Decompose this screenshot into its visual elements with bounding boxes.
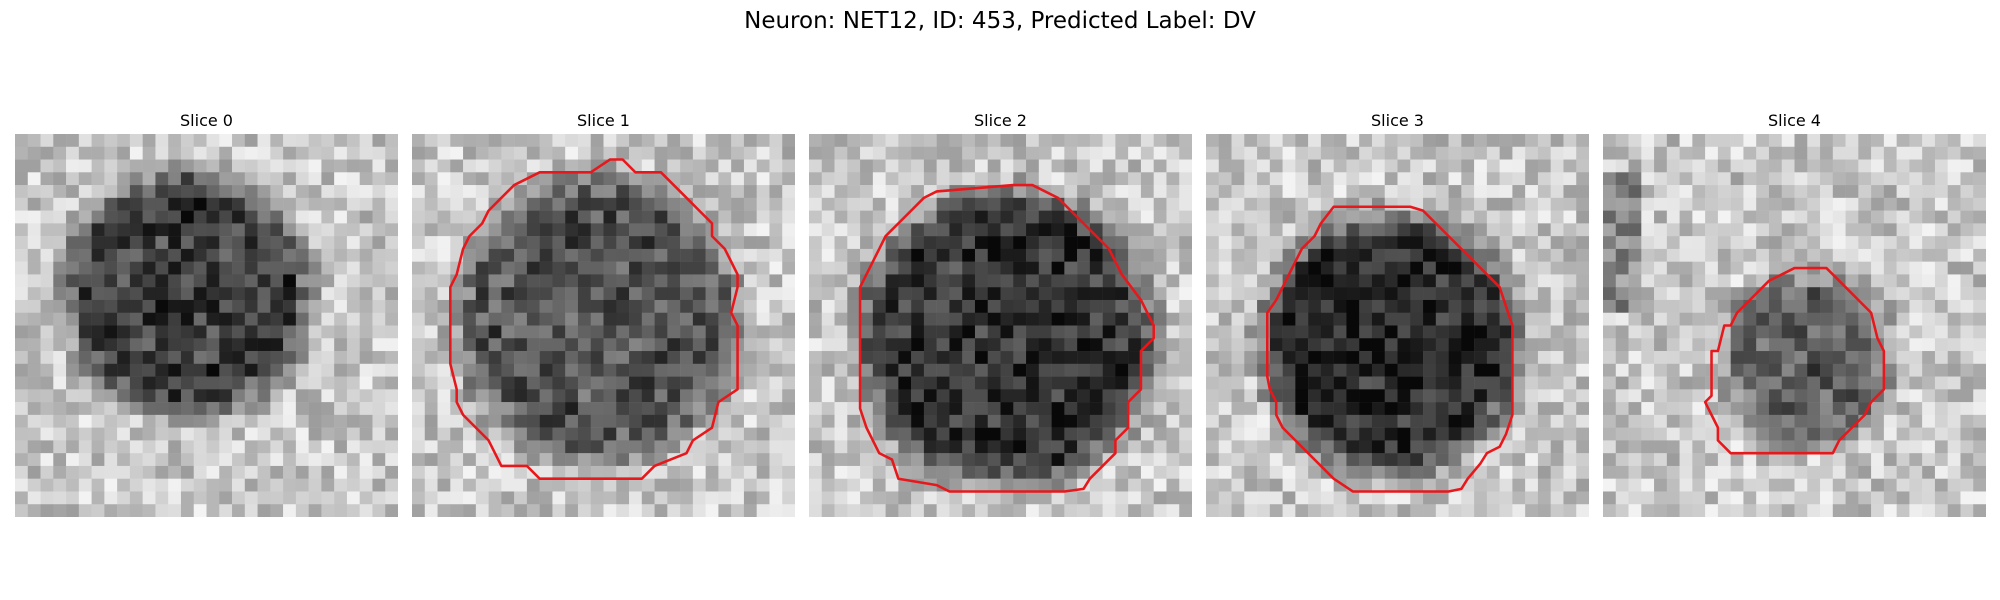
segmentation-contour-1 [449,158,739,480]
segmentation-contour-2 [858,183,1155,493]
slice-image-3 [1206,134,1589,517]
slice-title-1: Slice 1 [577,111,630,130]
segmentation-contour-3 [1266,205,1514,493]
slice-title-2: Slice 2 [974,111,1027,130]
slice-image-0 [15,134,398,517]
slice-image-2 [809,134,1192,517]
figure-title: Neuron: NET12, ID: 453, Predicted Label:… [744,8,1256,34]
slice-image-4 [1603,134,1986,517]
segmentation-contour-4 [1703,266,1886,455]
slice-title-0: Slice 0 [180,111,233,130]
slice-title-3: Slice 3 [1371,111,1424,130]
slice-image-1 [412,134,795,517]
slice-title-4: Slice 4 [1768,111,1821,130]
